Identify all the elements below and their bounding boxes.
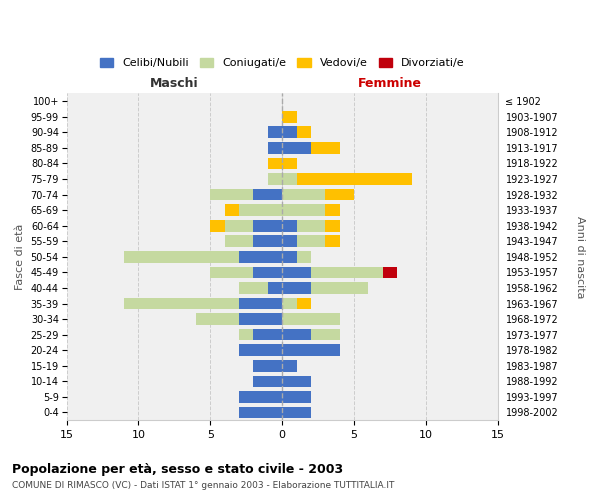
Bar — [282, 173, 296, 185]
Bar — [282, 266, 311, 278]
Bar — [211, 266, 253, 278]
Bar — [239, 391, 282, 403]
Bar — [253, 329, 282, 340]
Bar — [311, 282, 368, 294]
Y-axis label: Fasce di età: Fasce di età — [15, 224, 25, 290]
Bar — [282, 282, 311, 294]
Bar — [282, 126, 296, 138]
Bar — [383, 266, 397, 278]
Bar — [253, 236, 282, 247]
Bar — [282, 313, 340, 325]
Bar — [224, 204, 239, 216]
Text: Femmine: Femmine — [358, 77, 422, 90]
Bar — [296, 251, 311, 262]
Bar — [239, 282, 268, 294]
Bar — [282, 329, 311, 340]
Bar — [296, 126, 311, 138]
Bar — [282, 188, 325, 200]
Bar — [268, 158, 282, 169]
Bar — [282, 298, 296, 310]
Bar — [282, 360, 296, 372]
Bar — [325, 188, 354, 200]
Bar — [282, 391, 311, 403]
Bar — [224, 236, 253, 247]
Bar — [296, 173, 412, 185]
Bar — [253, 188, 282, 200]
Bar — [268, 173, 282, 185]
Legend: Celibi/Nubili, Coniugati/e, Vedovi/e, Divorziati/e: Celibi/Nubili, Coniugati/e, Vedovi/e, Di… — [95, 53, 469, 72]
Bar — [325, 204, 340, 216]
Bar — [253, 360, 282, 372]
Bar — [282, 204, 325, 216]
Bar — [268, 142, 282, 154]
Bar — [196, 313, 239, 325]
Bar — [282, 142, 311, 154]
Bar — [239, 204, 282, 216]
Bar — [282, 376, 311, 387]
Text: Popolazione per età, sesso e stato civile - 2003: Popolazione per età, sesso e stato civil… — [12, 462, 343, 475]
Bar — [311, 142, 340, 154]
Bar — [124, 251, 239, 262]
Bar — [296, 298, 311, 310]
Bar — [239, 313, 282, 325]
Bar — [268, 282, 282, 294]
Bar — [311, 266, 383, 278]
Bar — [253, 220, 282, 232]
Bar — [268, 126, 282, 138]
Y-axis label: Anni di nascita: Anni di nascita — [575, 216, 585, 298]
Bar — [296, 236, 325, 247]
Bar — [239, 329, 253, 340]
Bar — [325, 220, 340, 232]
Bar — [282, 220, 296, 232]
Bar — [282, 251, 296, 262]
Bar — [253, 376, 282, 387]
Bar — [282, 111, 296, 122]
Bar — [282, 406, 311, 418]
Bar — [239, 344, 282, 356]
Bar — [325, 236, 340, 247]
Bar — [239, 251, 282, 262]
Bar — [211, 220, 224, 232]
Bar — [224, 220, 253, 232]
Bar — [282, 158, 296, 169]
Bar — [124, 298, 239, 310]
Bar — [296, 220, 325, 232]
Bar — [239, 298, 282, 310]
Bar — [239, 406, 282, 418]
Bar — [253, 266, 282, 278]
Text: COMUNE DI RIMASCO (VC) - Dati ISTAT 1° gennaio 2003 - Elaborazione TUTTITALIA.IT: COMUNE DI RIMASCO (VC) - Dati ISTAT 1° g… — [12, 481, 394, 490]
Bar — [282, 236, 296, 247]
Bar — [311, 329, 340, 340]
Bar — [211, 188, 253, 200]
Bar — [282, 344, 340, 356]
Text: Maschi: Maschi — [150, 77, 199, 90]
